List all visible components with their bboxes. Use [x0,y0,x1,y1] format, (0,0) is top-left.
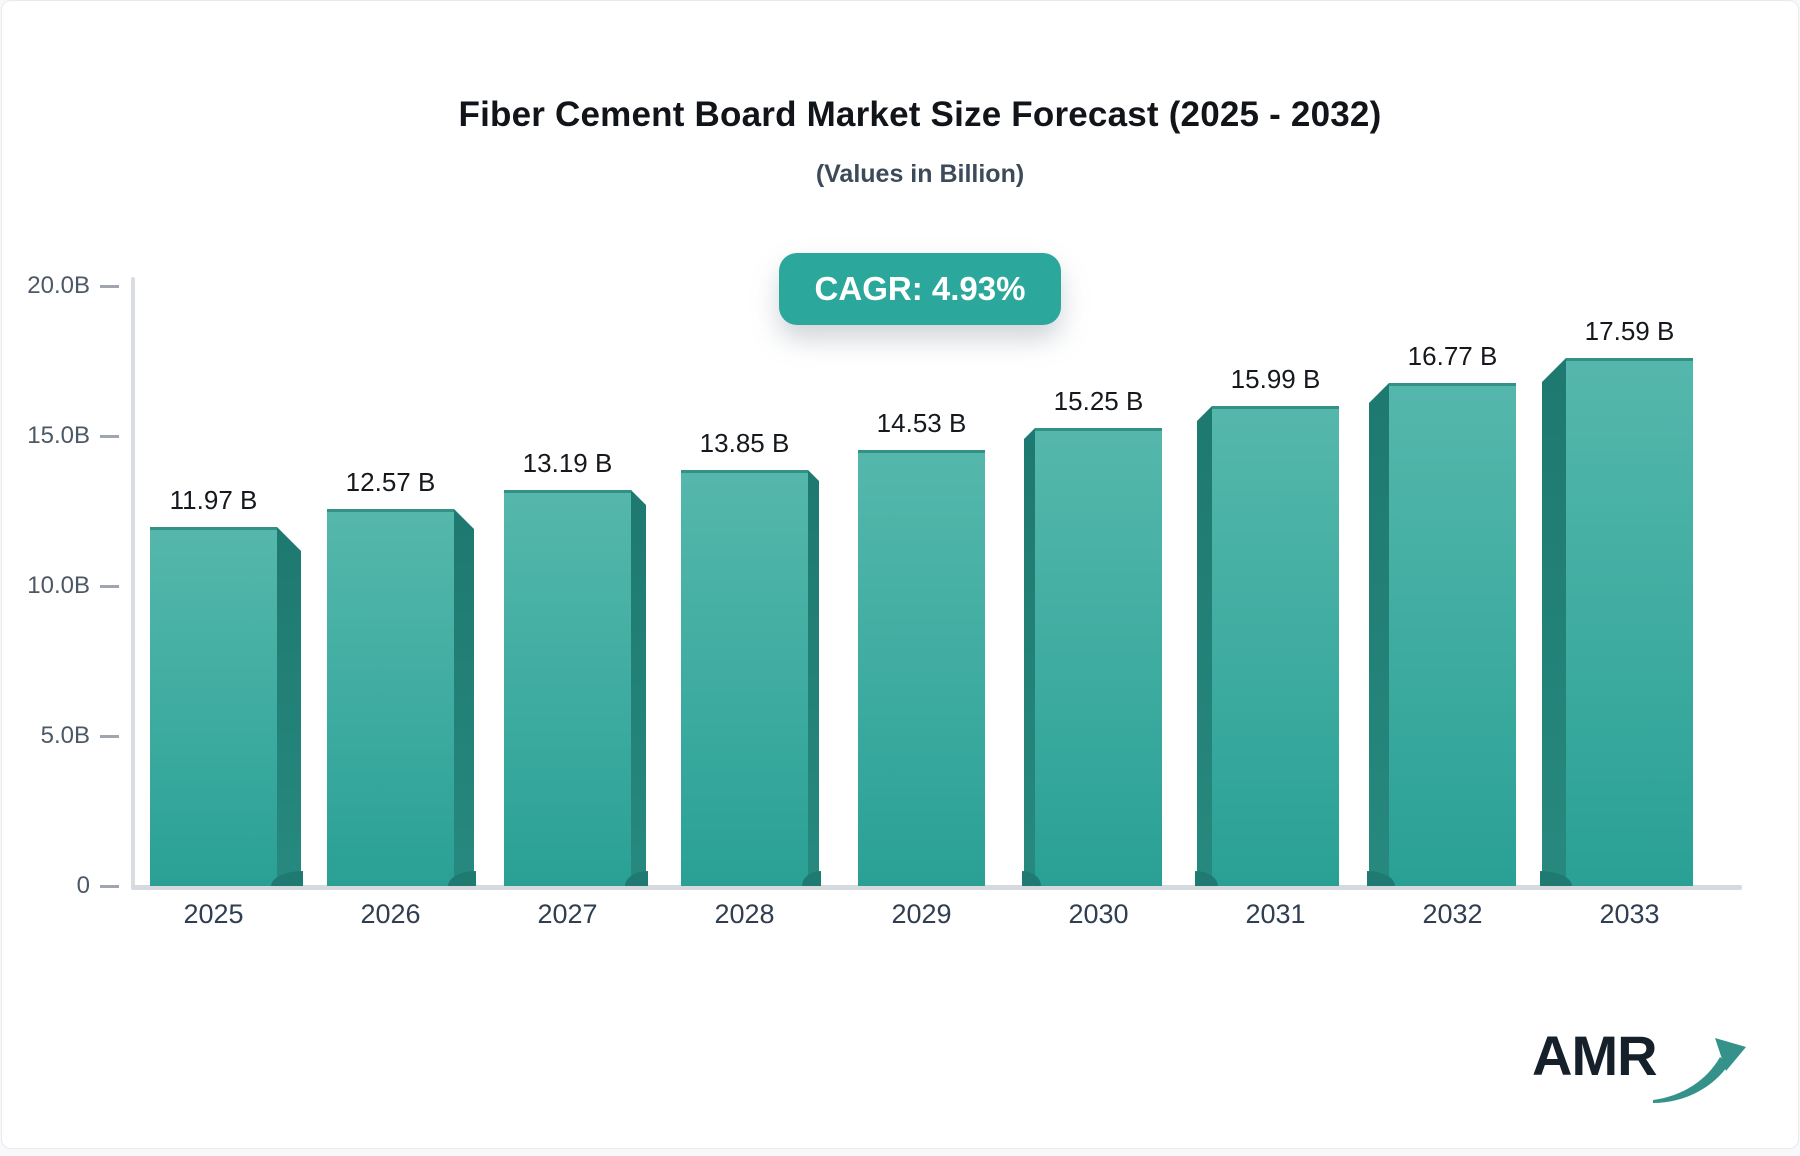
amr-logo-text: AMR [1532,1024,1658,1087]
bar-face [1389,383,1516,886]
bar-side-face [631,490,646,886]
bar-side-face [277,527,301,886]
x-axis-label-2031: 2031 [1245,899,1306,929]
bar-2028 [681,470,821,886]
bar-2029 [858,450,985,886]
bar-2027 [504,490,648,886]
bar-face [858,450,985,886]
bar-base-shadow [271,871,303,886]
bar-value-label: 17.59 B [1584,316,1675,346]
bar-face [1566,358,1693,886]
y-tick-mark [100,284,119,288]
bar-side-face [1542,358,1566,886]
bar-face [1035,428,1162,886]
bar-side-face [808,470,819,886]
y-tick-mark [100,884,119,888]
bar-value-label: 13.19 B [522,448,613,478]
bar-value-label: 14.53 B [876,408,967,438]
y-tick-label: 0 [76,872,90,899]
bar-side-face [454,509,474,886]
bar-face [327,509,454,886]
bar-base-shadow [448,871,476,886]
y-tick-label: 5.0B [40,722,90,749]
bar-base-shadow [802,871,821,886]
y-axis-line [131,277,135,888]
bar-2033 [1540,358,1693,886]
bar-2025 [150,527,303,886]
y-tick-mark [100,734,119,738]
bar-face [1212,406,1339,886]
bar-value-label: 15.25 B [1053,386,1144,416]
bar-2031 [1195,406,1339,886]
y-tick-label: 20.0B [27,272,90,299]
cagr-badge-row: CAGR: 4.93% [40,253,1800,325]
chart-title: Fiber Cement Board Market Size Forecast … [458,95,1382,134]
trend-up-arrow-icon [1652,1038,1746,1103]
y-tick-mark [100,584,119,588]
x-axis-label-2030: 2030 [1068,899,1129,929]
bar-side-face [1369,383,1389,886]
cagr-badge: CAGR: 4.93% [778,253,1062,325]
bar-value-label: 15.99 B [1230,364,1321,394]
bar-2032 [1367,383,1516,886]
x-axis-line [131,885,1742,890]
chart-subtitle: (Values in Billion) [815,160,1025,188]
bar-face [504,490,631,886]
bar-side-face [1024,428,1035,886]
amr-logo: AMR [1532,1028,1751,1106]
bar-value-label: 12.57 B [345,467,436,497]
x-axis-label-2029: 2029 [891,899,952,929]
bar-2026 [327,509,476,886]
x-axis-label-2028: 2028 [714,899,775,929]
y-tick-label: 15.0B [27,422,90,449]
y-tick-label: 10.0B [27,572,90,599]
bar-face [150,527,277,886]
bar-value-label: 16.77 B [1407,341,1498,371]
x-axis-label-2025: 2025 [183,899,244,929]
bar-face [681,470,808,886]
bar-value-label: 13.85 B [699,428,790,458]
x-axis-label-2032: 2032 [1422,899,1483,929]
bar-value-label: 11.97 B [169,485,258,515]
y-tick-mark [100,434,119,438]
bar-2030 [1022,428,1162,886]
bar-base-shadow [625,871,648,886]
x-axis-label-2027: 2027 [537,899,598,929]
x-axis-label-2026: 2026 [360,899,421,929]
x-axis-label-2033: 2033 [1599,899,1660,929]
bar-side-face [1197,406,1212,886]
